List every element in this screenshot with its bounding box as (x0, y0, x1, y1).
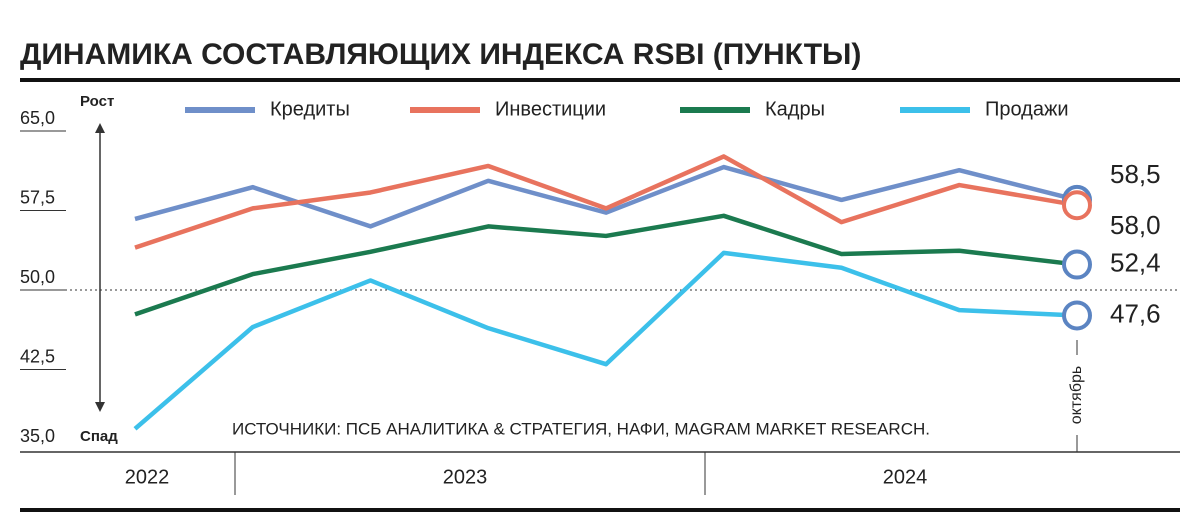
year-label: 2022 (125, 466, 170, 488)
up-label: Рост (80, 93, 114, 110)
x-tick-label: октябрь (1068, 366, 1085, 424)
legend-label: Кредиты (270, 98, 350, 120)
value-label: 47,6 (1110, 298, 1161, 328)
year-label: 2024 (883, 466, 928, 488)
legend-label: Продажи (985, 98, 1069, 120)
series-line (133, 250, 1078, 431)
title-rule (20, 78, 1180, 82)
value-label: 52,4 (1110, 247, 1161, 277)
y-tick-label: 50,0 (20, 267, 55, 287)
y-tick-label: 57,5 (20, 187, 55, 207)
series-line (134, 213, 1078, 317)
source-note: ИСТОЧНИКИ: ПСБ АНАЛИТИКА & СТРАТЕГИЯ, НА… (232, 419, 930, 438)
legend-label: Инвестиции (495, 98, 606, 120)
down-label: Спад (80, 428, 118, 445)
series-line (134, 154, 1078, 250)
value-label: 58,0 (1110, 210, 1161, 240)
legend-label: Кадры (765, 98, 825, 120)
end-marker (1062, 300, 1092, 331)
series-line (134, 164, 1078, 229)
y-tick-label: 65,0 (20, 108, 55, 128)
end-marker (1062, 249, 1092, 280)
chart-title: ДИНАМИКА СОСТАВЛЯЮЩИХ ИНДЕКСА RSBI (ПУНК… (20, 38, 861, 71)
y-tick-label: 42,5 (20, 346, 55, 366)
year-label: 2023 (443, 466, 488, 488)
end-marker (1062, 190, 1092, 221)
bottom-rule (20, 508, 1180, 512)
value-label: 58,5 (1110, 159, 1161, 189)
y-tick-label: 35,0 (20, 426, 55, 446)
